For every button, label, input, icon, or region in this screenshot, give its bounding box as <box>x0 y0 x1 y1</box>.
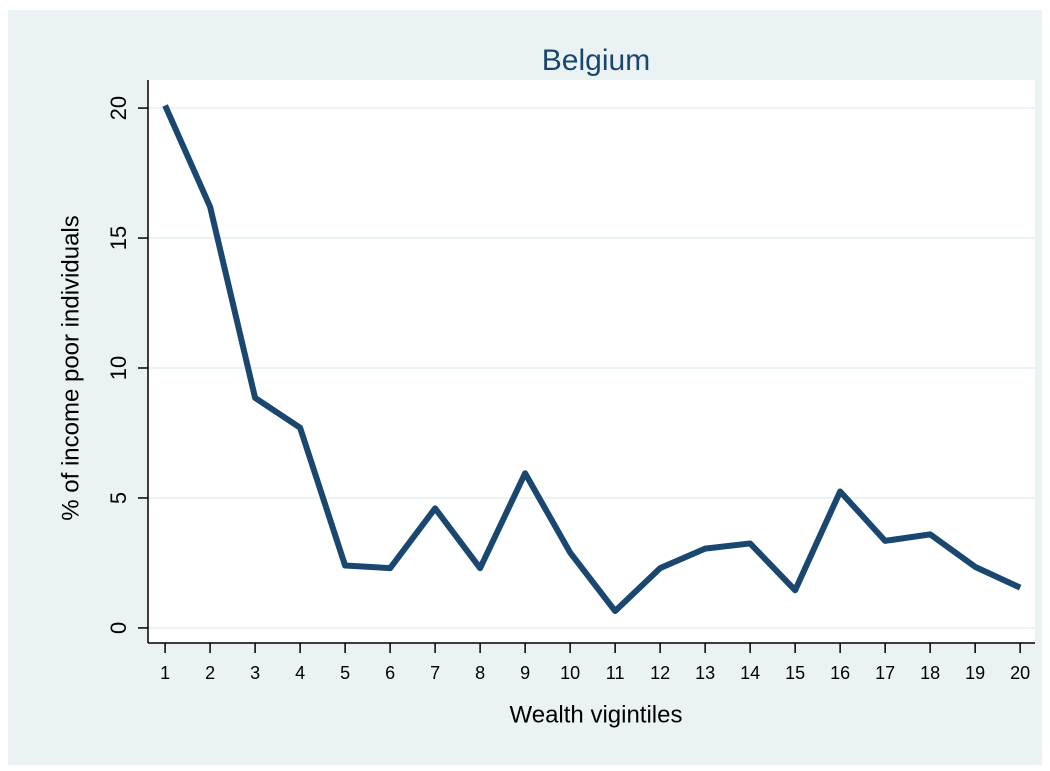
x-axis-title: Wealth vigintiles <box>510 701 683 728</box>
x-tick-label: 14 <box>740 663 760 683</box>
chart-title: Belgium <box>542 44 650 77</box>
x-tick-label: 7 <box>430 663 440 683</box>
x-tick-label: 1 <box>160 663 170 683</box>
data-line <box>162 104 1022 615</box>
x-tick-label: 6 <box>385 663 395 683</box>
x-tick-label: 2 <box>205 663 215 683</box>
x-tick-label: 12 <box>650 663 670 683</box>
x-tick-label: 15 <box>785 663 805 683</box>
plot-area <box>148 80 1035 643</box>
x-tick-label: 20 <box>1010 663 1030 683</box>
x-tick-label: 8 <box>475 663 485 683</box>
y-axis-title: % of income poor individuals <box>57 215 84 521</box>
x-tick-label: 18 <box>920 663 940 683</box>
x-tick-label: 5 <box>340 663 350 683</box>
x-tick-label: 3 <box>250 663 260 683</box>
x-tick-label: 4 <box>295 663 305 683</box>
y-tick-label: 15 <box>106 226 131 250</box>
y-tick-label: 10 <box>106 356 131 380</box>
y-tick-label: 5 <box>106 492 131 504</box>
x-tick-label: 10 <box>560 663 580 683</box>
x-tick-label: 19 <box>965 663 985 683</box>
x-tick-label: 11 <box>606 663 625 683</box>
x-tick-label: 17 <box>875 663 895 683</box>
x-tick-label: 13 <box>695 663 715 683</box>
y-tick-label: 0 <box>106 622 131 634</box>
y-tick-label: 20 <box>106 96 131 120</box>
x-tick-label: 16 <box>830 663 850 683</box>
x-tick-label: 9 <box>520 663 530 683</box>
